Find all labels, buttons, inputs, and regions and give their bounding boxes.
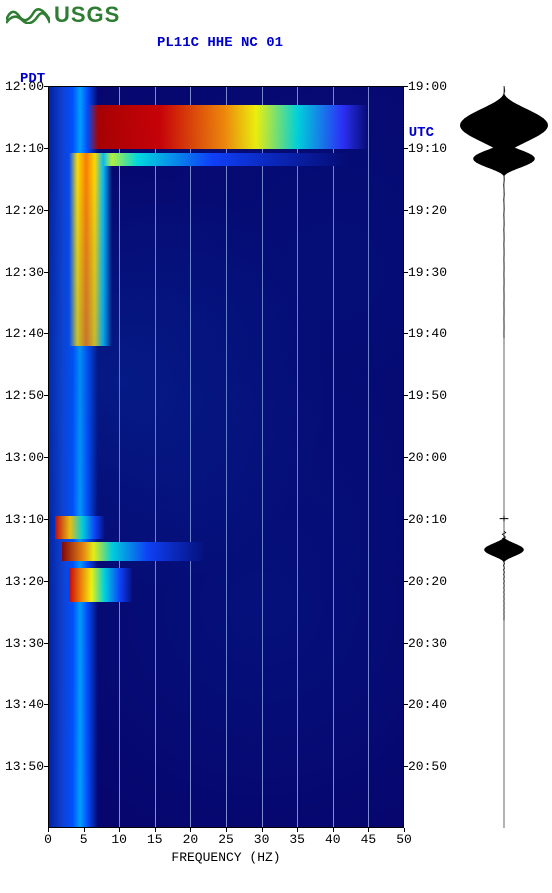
y-tick-right: 20:00 — [408, 450, 448, 465]
y-tickmark-right — [404, 86, 408, 87]
y-tick-right: 19:40 — [408, 326, 448, 341]
spectrogram-plot — [48, 86, 404, 828]
y-tick-left: 13:20 — [4, 574, 44, 589]
y-tick-right: 19:30 — [408, 265, 448, 280]
y-tick-right: 19:50 — [408, 388, 448, 403]
y-tickmark-right — [404, 643, 408, 644]
y-tickmark-left — [44, 643, 48, 644]
header-line1: PL11C HHE NC 01 — [0, 34, 440, 52]
y-tick-right: 20:30 — [408, 636, 448, 651]
usgs-logo-text: USGS — [54, 2, 120, 28]
y-tick-right: 20:10 — [408, 512, 448, 527]
y-tickmark-right — [404, 457, 408, 458]
y-tickmark-right — [404, 704, 408, 705]
y-tickmark-right — [404, 581, 408, 582]
y-tickmark-right — [404, 519, 408, 520]
header-utc: UTC — [409, 124, 434, 142]
y-tick-left: 13:40 — [4, 697, 44, 712]
y-tick-left: 12:40 — [4, 326, 44, 341]
y-tick-left: 12:20 — [4, 203, 44, 218]
x-tick-label: 30 — [254, 832, 270, 847]
y-tickmark-left — [44, 457, 48, 458]
y-tickmark-left — [44, 395, 48, 396]
y-tickmark-left — [44, 333, 48, 334]
y-tickmark-right — [404, 333, 408, 334]
y-tick-left: 12:30 — [4, 265, 44, 280]
y-tickmark-left — [44, 766, 48, 767]
y-tick-left: 13:00 — [4, 450, 44, 465]
x-tick-label: 10 — [111, 832, 127, 847]
y-tick-right: 20:50 — [408, 759, 448, 774]
y-tickmark-right — [404, 766, 408, 767]
x-tick-label: 50 — [396, 832, 412, 847]
usgs-logo: USGS — [6, 2, 120, 28]
y-tickmark-left — [44, 86, 48, 87]
y-tickmark-right — [404, 210, 408, 211]
y-tickmark-left — [44, 272, 48, 273]
x-tick-label: 5 — [80, 832, 88, 847]
y-tick-right: 20:40 — [408, 697, 448, 712]
x-tick-label: 25 — [218, 832, 234, 847]
waveform-panel — [460, 86, 548, 828]
y-tick-left: 13:10 — [4, 512, 44, 527]
plot-header: PL11C HHE NC 01 PDT Jun25,2023 (SAFOD Sh… — [0, 34, 440, 70]
y-tick-right: 20:20 — [408, 574, 448, 589]
x-tick-label: 45 — [361, 832, 377, 847]
y-tickmark-left — [44, 210, 48, 211]
x-axis-label: FREQUENCY (HZ) — [48, 850, 404, 865]
x-tick-label: 15 — [147, 832, 163, 847]
y-tickmark-right — [404, 272, 408, 273]
x-tick-label: 20 — [183, 832, 199, 847]
y-tickmark-right — [404, 395, 408, 396]
waveform-svg — [460, 86, 548, 828]
y-tick-right: 19:20 — [408, 203, 448, 218]
y-tick-left: 13:50 — [4, 759, 44, 774]
y-tick-left: 12:00 — [4, 79, 44, 94]
y-tick-right: 19:00 — [408, 79, 448, 94]
x-tick-label: 40 — [325, 832, 341, 847]
spectrogram-noise — [48, 86, 404, 828]
x-tick-label: 35 — [289, 832, 305, 847]
y-tick-right: 19:10 — [408, 141, 448, 156]
x-tick-label: 0 — [44, 832, 52, 847]
y-tick-left: 13:30 — [4, 636, 44, 651]
y-tickmark-left — [44, 704, 48, 705]
usgs-wave-icon — [6, 6, 50, 24]
y-tickmark-left — [44, 581, 48, 582]
y-tickmark-right — [404, 148, 408, 149]
y-tickmark-left — [44, 148, 48, 149]
y-tick-left: 12:50 — [4, 388, 44, 403]
y-tick-left: 12:10 — [4, 141, 44, 156]
y-tickmark-left — [44, 519, 48, 520]
